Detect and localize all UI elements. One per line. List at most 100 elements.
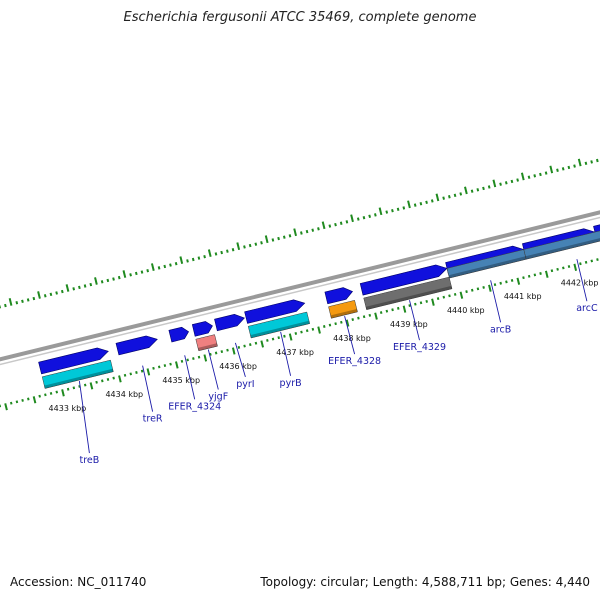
- gene-leader-EFER_4329: [409, 300, 420, 341]
- inner-tick: [596, 258, 599, 262]
- inner-tick: [237, 345, 241, 349]
- outer-tick: [264, 235, 269, 244]
- outer-tick: [163, 264, 167, 269]
- reverse-strand-track: [41, 230, 600, 389]
- inner-tick: [61, 389, 65, 397]
- outer-tick: [539, 172, 542, 177]
- inner-tick: [562, 266, 565, 270]
- inner-tick: [140, 369, 144, 373]
- outer-tick-ruler: [0, 158, 599, 309]
- inner-tick: [112, 376, 115, 380]
- genome-backbone: [0, 210, 600, 366]
- inner-tick: [118, 375, 122, 383]
- inner-tick: [231, 347, 236, 355]
- inner-tick: [556, 267, 559, 271]
- inner-tick: [436, 297, 440, 301]
- outer-tick: [492, 179, 497, 188]
- scale-label-4439: 4439 kbp: [390, 320, 428, 329]
- outer-tick: [516, 178, 519, 182]
- inner-tick: [362, 315, 366, 319]
- inner-tick: [220, 350, 224, 354]
- feature-shadow-EFER_4329: [365, 285, 452, 310]
- inner-tick: [311, 327, 315, 331]
- inner-tick: [419, 301, 423, 305]
- outer-tick: [214, 252, 218, 256]
- outer-tick: [510, 179, 514, 184]
- outer-tick: [122, 270, 127, 278]
- inner-tick: [294, 332, 298, 335]
- scale-label-4438: 4438 kbp: [333, 334, 371, 343]
- block-yjgF: [191, 321, 213, 337]
- inner-tick: [243, 344, 246, 348]
- outer-tick: [236, 242, 241, 251]
- outer-tick: [112, 277, 115, 281]
- outer-tick: [339, 221, 343, 225]
- inner-tick: [431, 298, 435, 306]
- scale-labels: 4433 kbp 4434 kbp 4435 kbp 4436 kbp 4437 kbp…: [49, 278, 599, 413]
- outer-tick: [32, 296, 36, 301]
- inner-tick: [465, 290, 468, 294]
- feature-EFER_4329: [363, 276, 453, 311]
- scale-label-4433: 4433 kbp: [49, 404, 87, 413]
- outer-tick: [100, 280, 104, 284]
- outer-tick: [21, 299, 24, 304]
- outer-tick: [442, 196, 445, 200]
- feature-shadow-yjgF: [198, 343, 218, 351]
- gene-label-yjgF: yjgF: [208, 392, 228, 403]
- outer-tick: [311, 228, 315, 232]
- inner-tick: [584, 260, 588, 264]
- inner-tick: [175, 361, 179, 369]
- outer-tick: [527, 175, 531, 179]
- outer-tick: [567, 165, 571, 170]
- inner-tick: [340, 320, 343, 324]
- block-EFER_4328: [324, 287, 353, 305]
- inner-tick: [163, 364, 167, 367]
- outer-tick: [321, 221, 326, 230]
- inner-tick: [72, 386, 76, 390]
- inner-tick: [271, 337, 275, 341]
- inner-tick: [169, 362, 172, 366]
- inner-tick: [38, 394, 41, 398]
- inner-tick: [590, 259, 594, 263]
- outer-tick: [15, 301, 19, 305]
- outer-tick: [169, 263, 172, 267]
- inner-tick: [516, 277, 521, 285]
- outer-tick: [435, 193, 440, 202]
- inner-tick: [135, 371, 138, 374]
- inner-tick: [4, 403, 8, 411]
- block-pyrB: [244, 299, 306, 324]
- outer-tick: [504, 181, 508, 185]
- inner-tick: [334, 322, 337, 326]
- inner-tick: [32, 396, 37, 404]
- outer-tick: [459, 192, 463, 196]
- gene-leader-treR: [142, 365, 154, 412]
- inner-tick: [123, 373, 127, 377]
- inner-tick: [254, 341, 258, 345]
- feature-shadow-arcC: [525, 238, 600, 260]
- feature-shadow-treB: [44, 368, 114, 389]
- inner-tick: [214, 351, 218, 355]
- outer-tick: [174, 261, 178, 266]
- outer-tick: [203, 255, 206, 259]
- inner-tick: [470, 288, 474, 292]
- outer-tick: [254, 242, 258, 246]
- feature-shadow-arcB: [448, 256, 527, 279]
- outer-tick: [65, 284, 70, 292]
- outer-tick: [197, 256, 201, 260]
- inner-tick: [186, 358, 189, 362]
- inner-tick: [44, 393, 47, 397]
- outer-tick: [83, 284, 87, 288]
- outer-tick: [288, 234, 292, 238]
- scale-label-4437: 4437 kbp: [276, 348, 314, 357]
- gene-label-pyrI: pyrI: [236, 379, 254, 390]
- inner-tick: [510, 279, 514, 282]
- outer-tick: [430, 199, 434, 203]
- inner-tick: [180, 359, 184, 363]
- outer-tick: [106, 278, 110, 283]
- outer-tick: [8, 298, 13, 306]
- inner-tick: [129, 372, 133, 376]
- genome-stats: Topology: circular; Length: 4,588,711 bp…: [260, 575, 590, 589]
- feature-yjgF: [195, 334, 218, 352]
- block-EFER_4324: [168, 326, 190, 343]
